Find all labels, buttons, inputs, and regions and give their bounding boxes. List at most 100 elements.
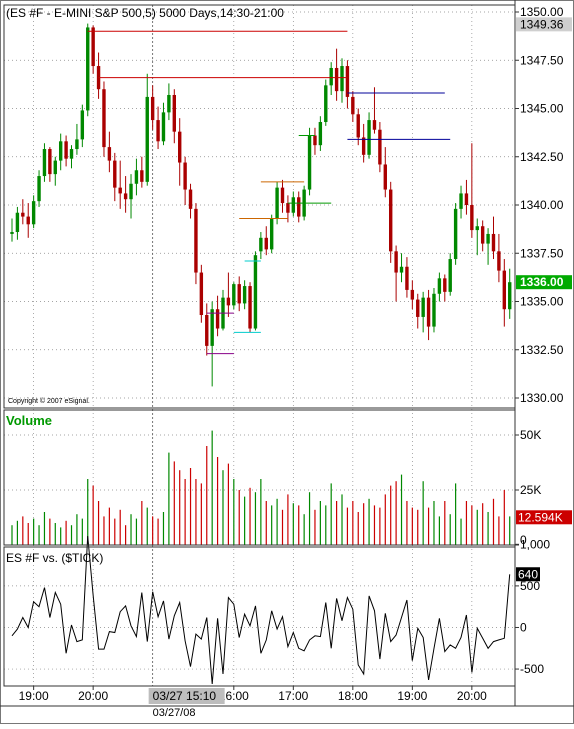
price-tick-label: 1340.00	[520, 198, 564, 212]
candle-body	[237, 284, 241, 304]
candle-body	[367, 120, 371, 155]
candle-body	[486, 233, 490, 244]
candle-body	[248, 286, 252, 329]
candle-body	[286, 203, 290, 213]
candle	[118, 160, 122, 209]
candle	[210, 301, 214, 387]
candle-body	[26, 216, 30, 225]
candle	[367, 112, 371, 159]
price-chart-title: (ES #F - E-MINI S&P 500,5) 5000 Days,14:…	[6, 6, 284, 20]
candle	[172, 89, 176, 144]
candle-body	[475, 226, 479, 231]
volume-tick-label: 0	[520, 533, 527, 547]
candle-body	[280, 187, 285, 204]
candle	[199, 264, 204, 323]
candle	[416, 293, 420, 329]
candle	[145, 73, 149, 186]
candle	[345, 60, 350, 109]
tick-title: ES #F vs. ($TICK)	[6, 551, 103, 565]
candle-body	[269, 218, 274, 250]
price-tick-label: 1350.00	[520, 5, 564, 19]
candle-body	[183, 162, 187, 190]
candle	[351, 91, 355, 123]
candle-body	[378, 129, 382, 165]
candle-body	[459, 193, 463, 209]
candle-body	[383, 164, 387, 190]
candle-body	[205, 315, 209, 346]
candle-body	[405, 266, 409, 290]
candle	[480, 220, 485, 252]
candle	[161, 102, 166, 146]
candle	[383, 147, 387, 198]
candle	[508, 268, 512, 319]
candle	[432, 287, 436, 333]
price-tick-label: 1335.00	[520, 295, 564, 309]
candle-body	[443, 278, 447, 292]
candle-body	[480, 226, 485, 244]
candle-body	[502, 270, 507, 310]
candle	[297, 191, 301, 223]
candle	[470, 143, 474, 238]
candle-body	[421, 297, 425, 317]
candle-body	[113, 160, 117, 188]
candle	[64, 135, 68, 167]
candle	[53, 156, 57, 186]
candle-body	[329, 67, 333, 86]
candle-body	[172, 94, 176, 132]
candle	[167, 83, 171, 121]
candle	[280, 179, 285, 213]
candle	[307, 127, 312, 196]
candle-body	[86, 27, 90, 111]
candle	[226, 272, 231, 317]
last-price-box	[516, 275, 572, 290]
candle	[48, 147, 52, 182]
high-label-box	[516, 17, 572, 32]
price-tick-label: 1342.50	[520, 150, 564, 164]
volume-tick-label: 50K	[520, 428, 541, 442]
candle	[426, 289, 431, 341]
candle-body	[324, 85, 328, 123]
price-tick-label: 1345.00	[520, 102, 564, 116]
candle-body	[145, 96, 149, 182]
last-volume-label: 12.594K	[518, 510, 563, 524]
candle-body	[188, 189, 193, 209]
candle-body	[453, 208, 458, 260]
candle	[37, 170, 41, 207]
candle-body	[91, 27, 95, 67]
candle	[205, 303, 209, 356]
candle	[107, 131, 112, 173]
candle-body	[275, 187, 279, 219]
candle	[10, 218, 14, 242]
candle	[361, 123, 366, 163]
candle-body	[37, 176, 41, 202]
candle-body	[140, 170, 144, 182]
candle-body	[58, 141, 63, 161]
candle-body	[394, 251, 398, 273]
candle	[291, 191, 296, 217]
candle-body	[199, 272, 204, 316]
candle-body	[210, 309, 214, 346]
candle-body	[399, 266, 404, 273]
time-tick-label: 20:00	[457, 689, 487, 703]
candle	[324, 79, 328, 126]
last-volume-box	[516, 510, 572, 525]
candle-body	[232, 284, 236, 306]
price-tick-label: 1332.50	[520, 343, 564, 357]
candle-body	[226, 297, 231, 306]
candle-body	[129, 183, 133, 200]
tick-line	[11, 535, 511, 685]
candle	[318, 116, 323, 151]
highlight-time-label: 03/27 15:10	[153, 689, 217, 703]
candle-body	[42, 149, 47, 177]
candle-body	[80, 110, 85, 140]
candle-body	[64, 141, 68, 159]
candle-body	[161, 112, 166, 142]
price-tick-label: 1337.50	[520, 246, 564, 260]
candle	[378, 122, 382, 173]
candle	[31, 195, 36, 229]
candle-body	[69, 149, 74, 159]
candle-body	[410, 289, 415, 300]
time-tick-label: 18:00	[338, 689, 368, 703]
candle	[21, 199, 25, 225]
